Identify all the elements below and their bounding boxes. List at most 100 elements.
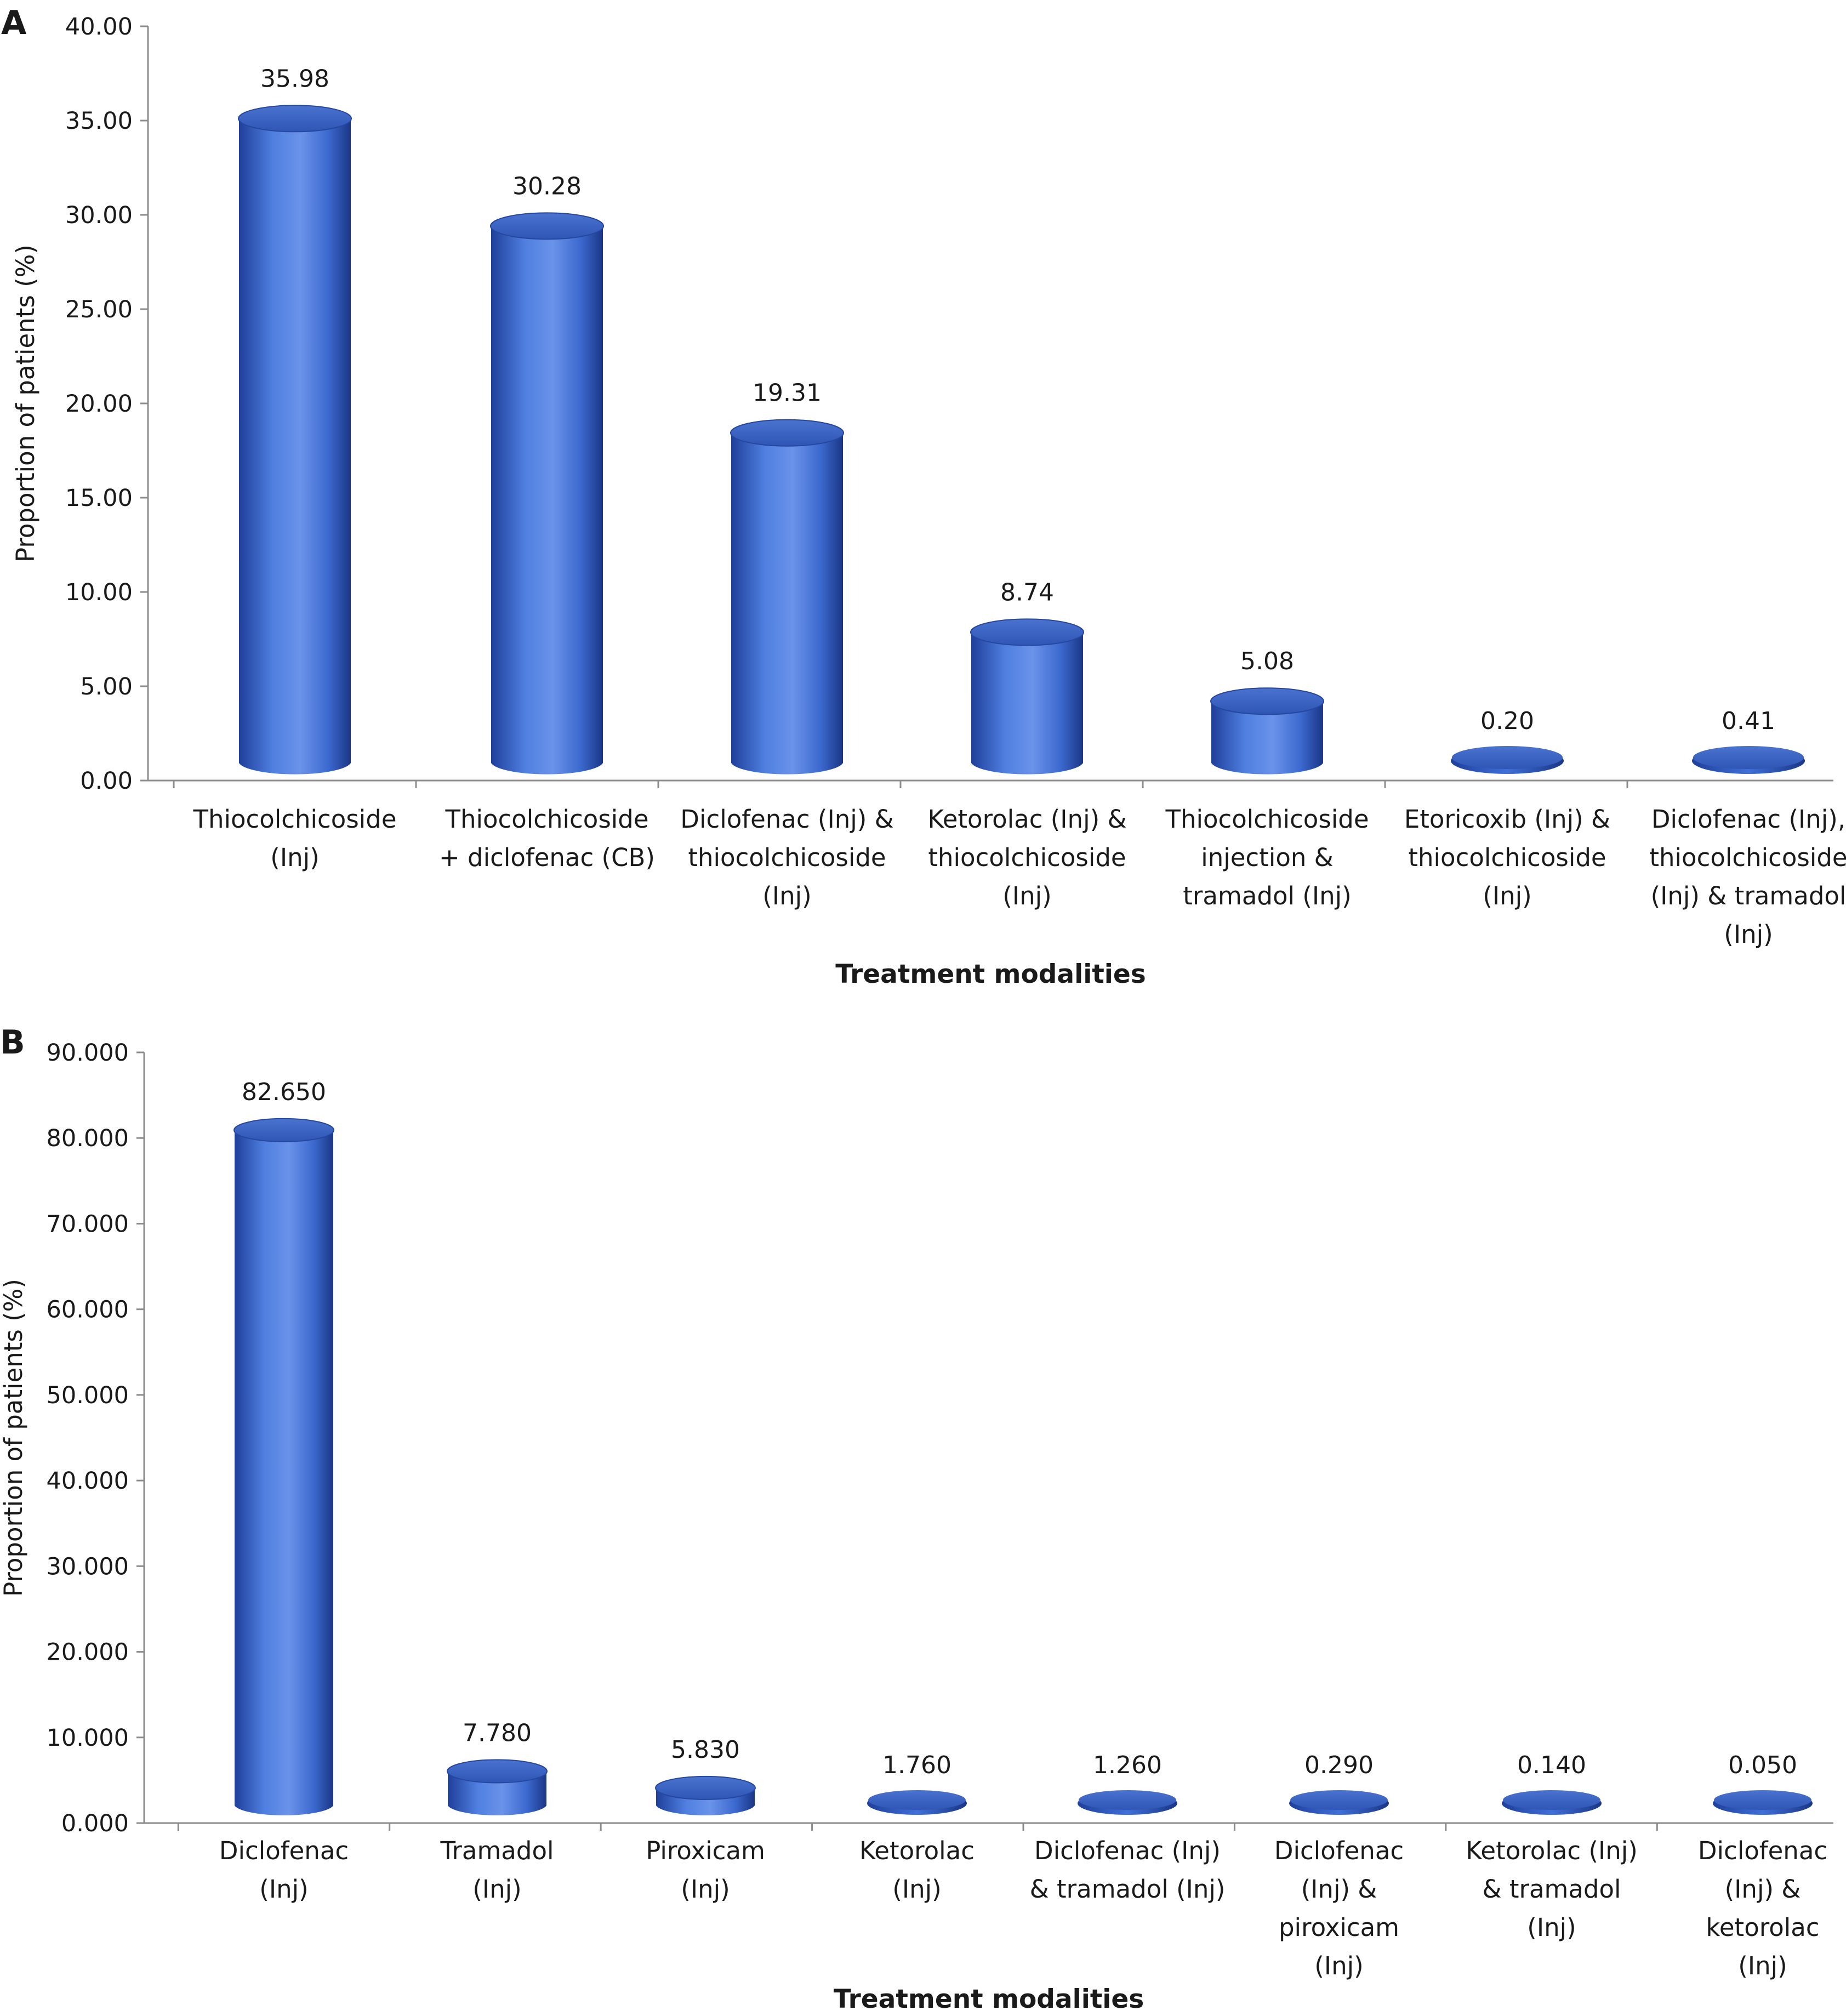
x-tick-label-line: Diclofenac (219, 1836, 349, 1865)
bar-top (1290, 1790, 1388, 1810)
x-tick-label-line: (Inj) (681, 1875, 730, 1904)
bar-body (448, 1771, 546, 1815)
x-tick-label: Thiocolchicoside (Inj) (192, 805, 396, 872)
bar (1713, 1790, 1813, 1815)
y-tick-label: 35.00 (65, 107, 133, 135)
y-tick-label: 20.00 (65, 390, 133, 418)
bar-top (1693, 746, 1804, 769)
bar-top (447, 1759, 548, 1784)
bar (490, 212, 604, 774)
data-label: 5.08 (1240, 647, 1294, 675)
data-label: 5.830 (671, 1736, 740, 1764)
bar-top (1503, 1790, 1600, 1810)
y-tick-label: 30.000 (47, 1553, 129, 1580)
y-tick-label: 70.000 (47, 1210, 129, 1238)
x-tick-label-line: ketorolac (1706, 1913, 1819, 1942)
data-label: 35.98 (260, 65, 329, 93)
bar (867, 1790, 967, 1815)
y-tick-label: 10.00 (65, 579, 133, 606)
bar (1210, 687, 1324, 774)
x-tick-label: Diclofenac (Inj) & piroxicam (Inj) (1274, 1836, 1404, 1980)
x-tick-label-line: Thiocolchicoside (192, 805, 396, 834)
bar (1289, 1790, 1389, 1815)
bar-top (1714, 1790, 1811, 1810)
x-tick-label-line: (Inj) & (1301, 1875, 1377, 1904)
x-tick-label: Tramadol (Inj) (440, 1836, 554, 1904)
x-tick-label-line: Diclofenac (Inj) (1034, 1836, 1221, 1865)
data-label: 1.760 (882, 1751, 952, 1779)
x-tick-label-line: piroxicam (1279, 1913, 1399, 1942)
bar-body (731, 432, 843, 774)
bar-top (490, 212, 604, 240)
x-tick-label-line: (Inj) (1738, 1951, 1787, 1980)
x-tick-label-line: (Inj) & tramadol (1651, 881, 1846, 910)
bar-body (491, 226, 603, 774)
bar (655, 1775, 756, 1815)
x-tick-label: Diclofenac (Inj), thiocolchicoside (Inj) &… (1649, 805, 1846, 949)
x-tick-label-line: (Inj) (1527, 1913, 1576, 1942)
x-tick-label-line: Ketorolac (Inj) & (927, 805, 1126, 834)
x-tick-label-line: Thiocolchicoside (1165, 805, 1369, 834)
bar (970, 618, 1084, 774)
y-tick-label: 30.00 (65, 202, 133, 229)
x-tick-label-line: (Inj) (762, 881, 811, 910)
x-tick-label: Diclofenac (Inj) (219, 1836, 349, 1904)
bar (730, 419, 844, 774)
x-tick-label-line: (Inj) (1314, 1951, 1363, 1980)
panel-b: B 0.000 10.000 20.000 30.000 40.000 50.000 60.0… (0, 1023, 1833, 2014)
x-tick-label: Ketorolac (Inj) & thiocolchicoside (Inj) (927, 805, 1126, 910)
bar (1692, 746, 1805, 774)
bar (447, 1759, 548, 1815)
panel-label: A (1, 4, 27, 42)
bar-top (1452, 746, 1563, 769)
y-tick-label: 40.00 (65, 13, 133, 41)
bar-top (730, 419, 844, 447)
x-tick-label-line: (Inj) (270, 843, 319, 872)
bar-body (239, 118, 351, 774)
bar-top (655, 1775, 756, 1800)
x-tick-label: Ketorolac (Inj) & tramadol (Inj) (1466, 1836, 1638, 1942)
x-tick-label-line: injection & (1201, 843, 1334, 872)
bar-top (233, 1118, 334, 1142)
y-tick-label: 0.00 (80, 767, 133, 795)
y-tick-label: 5.00 (80, 673, 133, 701)
x-tick-label-line: & tramadol (1482, 1875, 1621, 1904)
data-label: 30.28 (512, 172, 582, 200)
x-tick-label-line: thiocolchicoside (1408, 843, 1606, 872)
bar-top (1210, 687, 1324, 715)
x-tick-label-line: Diclofenac (1698, 1836, 1827, 1865)
y-axis-title: Proportion of patients (%) (11, 244, 40, 562)
bar (1451, 746, 1564, 774)
data-label: 0.20 (1480, 707, 1534, 735)
y-tick-label: 20.000 (47, 1639, 129, 1666)
data-label: 7.780 (463, 1719, 532, 1747)
y-tick-label: 0.000 (61, 1810, 129, 1837)
data-label: 8.74 (1000, 578, 1054, 606)
data-label: 0.290 (1304, 1751, 1374, 1779)
y-tick-label: 40.000 (47, 1467, 129, 1495)
x-tick-label-line: Ketorolac (859, 1836, 975, 1865)
bar (233, 1118, 334, 1815)
x-tick-label-line: (Inj) (472, 1875, 521, 1904)
y-tick-label: 80.000 (47, 1125, 129, 1152)
x-tick-label: Piroxicam (Inj) (646, 1836, 765, 1904)
x-tick-label-line: (Inj) (1002, 881, 1051, 910)
x-axis-title: Treatment modalities (835, 959, 1146, 989)
x-tick-label-line: Ketorolac (Inj) (1466, 1836, 1638, 1865)
bar-body (1211, 701, 1323, 774)
x-tick-label-line: & tramadol (Inj) (1030, 1875, 1226, 1904)
x-tick-label-line: (Inj) (892, 1875, 941, 1904)
x-tick-label-line: Tramadol (440, 1836, 554, 1865)
bar-top (1079, 1790, 1176, 1810)
x-tick-label-line: (Inj) (1724, 920, 1773, 949)
x-tick-label-line: Thiocolchicoside (445, 805, 648, 834)
x-tick-label: Thiocolchicoside injection & tramadol (Inj… (1165, 805, 1369, 910)
bar-top (868, 1790, 966, 1810)
x-tick-label: Diclofenac (Inj) & thiocolchicoside (Inj) (680, 805, 893, 910)
bar-top (238, 105, 352, 133)
y-tick-label: 90.000 (47, 1039, 129, 1067)
y-tick-label: 60.000 (47, 1296, 129, 1324)
x-tick-label-line: Piroxicam (646, 1836, 765, 1865)
data-label: 19.31 (753, 379, 822, 407)
